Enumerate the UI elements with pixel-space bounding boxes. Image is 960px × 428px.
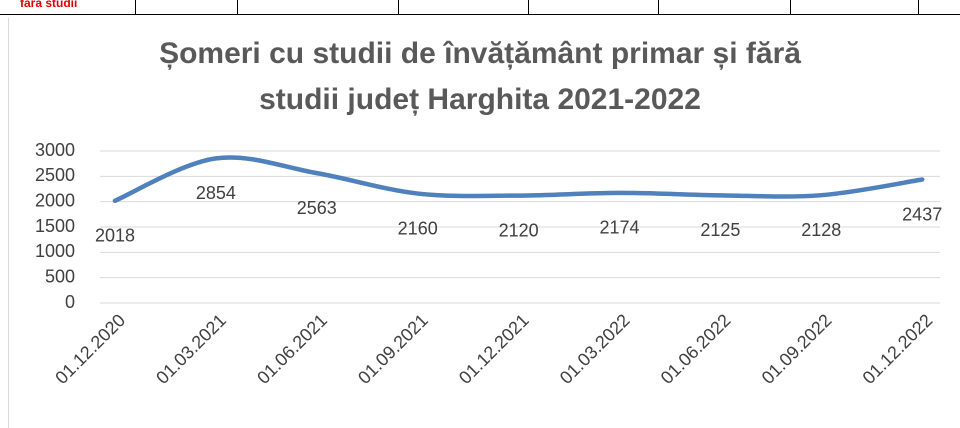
table-strip [0,0,960,15]
chart-title: studii județ Harghita 2021-2022 [259,83,701,116]
data-label: 2174 [599,218,639,238]
data-line [112,155,925,204]
x-tick-label: 01.03.2021 [152,310,230,388]
x-tick-label: 01.12.2022 [859,310,937,388]
chart-title: Șomeri cu studii de învățământ primar și… [159,37,801,70]
data-label: 2128 [801,220,841,240]
y-tick-label: 1000 [35,241,75,261]
data-label: 2120 [499,220,539,240]
data-label: 2563 [297,198,337,218]
y-tick-label: 2500 [35,165,75,185]
y-tick-label: 500 [45,266,75,286]
table-cell-text: fără studii [20,0,77,10]
y-tick-label: 2000 [35,190,75,210]
y-tick-label: 1500 [35,216,75,236]
x-tick-label: 01.12.2021 [455,310,533,388]
y-tick-label: 3000 [35,140,75,160]
data-label: 2854 [196,183,236,203]
data-label: 2125 [700,220,740,240]
x-tick-label: 01.03.2022 [556,310,634,388]
x-tick-label: 01.06.2022 [657,310,735,388]
data-label: 2018 [95,226,135,246]
x-tick-label: 01.09.2021 [354,310,432,388]
x-tick-label: 01.06.2021 [253,310,331,388]
x-tick-label: 01.09.2022 [758,310,836,388]
data-label: 2437 [902,204,942,224]
y-tick-label: 0 [65,292,75,312]
data-label: 2160 [398,218,438,238]
x-tick-label: 01.12.2020 [51,310,129,388]
